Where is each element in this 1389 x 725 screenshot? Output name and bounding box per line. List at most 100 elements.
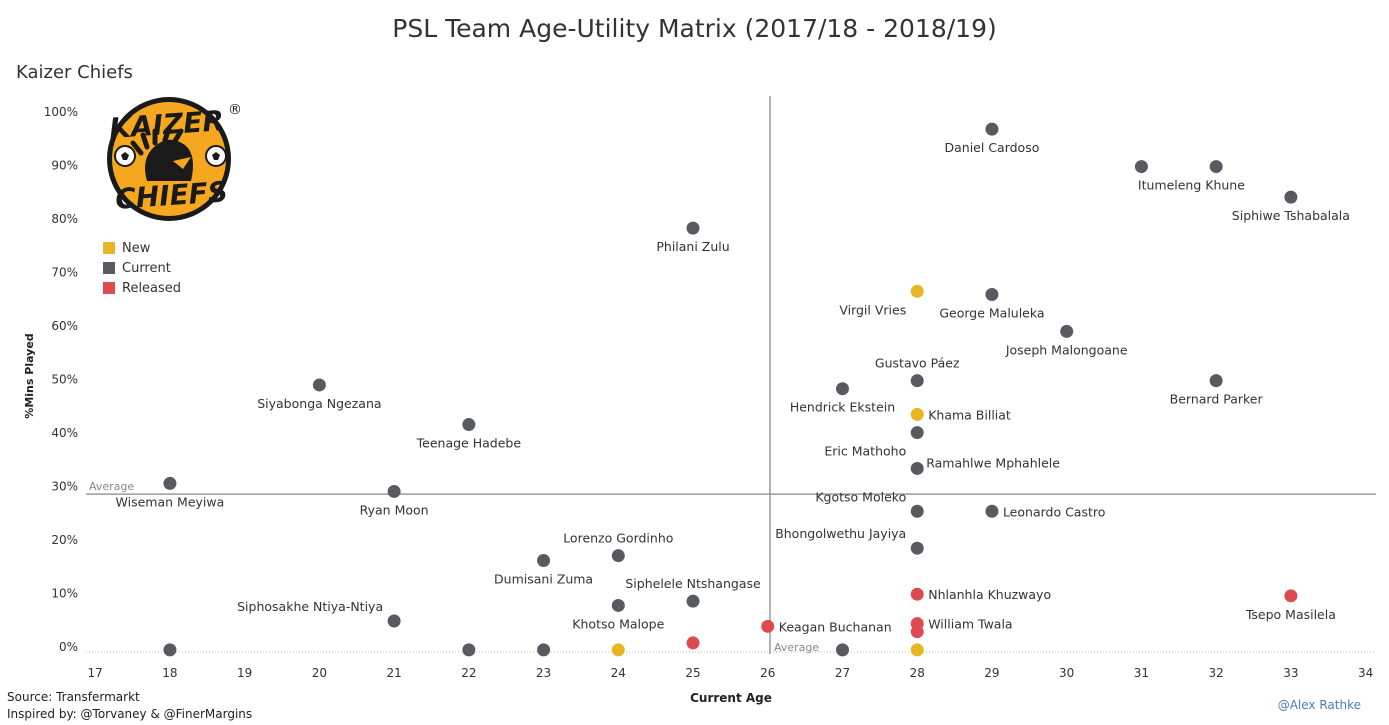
y-tick-label: 70% bbox=[51, 266, 78, 280]
player-point[interactable] bbox=[910, 407, 924, 421]
x-tick-label: 31 bbox=[1134, 666, 1149, 680]
player-point[interactable] bbox=[1209, 374, 1223, 388]
player-label: Tsepo Masilela bbox=[1245, 607, 1336, 622]
football-icon bbox=[114, 145, 136, 167]
player-label: Ramahlwe Mphahlele bbox=[926, 455, 1060, 470]
player-point[interactable] bbox=[910, 587, 924, 601]
author-credit[interactable]: @Alex Rathke bbox=[1277, 698, 1361, 712]
player-point[interactable] bbox=[910, 643, 924, 657]
player-label: Siyabonga Ngezana bbox=[257, 396, 381, 411]
player-point[interactable] bbox=[462, 643, 476, 657]
x-tick-label: 29 bbox=[984, 666, 999, 680]
x-tick-label: 27 bbox=[835, 666, 850, 680]
player-point[interactable] bbox=[910, 284, 924, 298]
player-label: Hendrick Ekstein bbox=[790, 400, 895, 415]
y-tick-label: 40% bbox=[51, 426, 78, 440]
player-label: Nhlanhla Khuzwayo bbox=[928, 587, 1051, 602]
y-tick-label: 80% bbox=[51, 212, 78, 226]
player-point[interactable] bbox=[1284, 589, 1298, 603]
player-point[interactable] bbox=[611, 549, 625, 563]
y-tick-label: 100% bbox=[44, 105, 78, 119]
player-point[interactable] bbox=[985, 122, 999, 136]
y-tick-label: 60% bbox=[51, 319, 78, 333]
player-point[interactable] bbox=[387, 614, 401, 628]
player-point[interactable] bbox=[462, 418, 476, 432]
x-tick-label: 34 bbox=[1358, 666, 1373, 680]
x-tick-label: 18 bbox=[162, 666, 177, 680]
player-point[interactable] bbox=[163, 476, 177, 490]
player-point[interactable] bbox=[537, 643, 551, 657]
x-tick-label: 22 bbox=[461, 666, 476, 680]
data-points: Daniel Cardoso Itumeleng Khune Siphiwe Tsh… bbox=[116, 122, 1350, 657]
legend-swatch-released bbox=[103, 282, 115, 294]
player-point[interactable] bbox=[985, 288, 999, 302]
player-point[interactable] bbox=[910, 541, 924, 555]
player-point[interactable] bbox=[761, 619, 775, 633]
player-point[interactable] bbox=[686, 221, 700, 235]
x-tick-label: 28 bbox=[910, 666, 925, 680]
player-label: Lorenzo Gordinho bbox=[563, 531, 673, 546]
y-tick-label: 0% bbox=[59, 640, 78, 654]
x-tick-label: 30 bbox=[1059, 666, 1074, 680]
player-point[interactable] bbox=[910, 461, 924, 475]
legend-label: Current bbox=[122, 260, 171, 276]
inspired-note: Inspired by: @Torvaney & @FinerMargins bbox=[7, 707, 253, 721]
player-point[interactable] bbox=[1209, 160, 1223, 174]
registered-mark: ® bbox=[228, 102, 242, 118]
x-tick-label: 19 bbox=[237, 666, 252, 680]
y-tick-label: 90% bbox=[51, 159, 78, 173]
kaizer-chiefs-logo: KAIZER CHIEFS ® bbox=[107, 97, 242, 221]
player-point[interactable] bbox=[910, 374, 924, 388]
y-tick-label: 20% bbox=[51, 533, 78, 547]
plot-area: Average Average 0% 10% 20% 30% 40% 50% 60% 70% 80%… bbox=[23, 96, 1376, 705]
player-label: Philani Zulu bbox=[656, 239, 729, 254]
x-tick-label: 26 bbox=[760, 666, 775, 680]
player-point[interactable] bbox=[387, 484, 401, 498]
chief-head-icon bbox=[130, 126, 193, 181]
player-point[interactable] bbox=[985, 504, 999, 518]
player-point[interactable] bbox=[910, 625, 924, 639]
y-tick-label: 10% bbox=[51, 587, 78, 601]
y-tick-label: 50% bbox=[51, 373, 78, 387]
player-label: Wiseman Meyiwa bbox=[116, 494, 225, 509]
player-label: Siphiwe Tshabalala bbox=[1232, 208, 1350, 223]
player-point[interactable] bbox=[537, 553, 551, 567]
player-label: Kgotso Moleko bbox=[815, 489, 906, 504]
player-point[interactable] bbox=[910, 504, 924, 518]
player-label: Siphosakhe Ntiya-Ntiya bbox=[237, 599, 383, 614]
chart-title: PSL Team Age-Utility Matrix (2017/18 - 2… bbox=[392, 14, 997, 43]
player-label: Ryan Moon bbox=[360, 502, 429, 517]
player-point[interactable] bbox=[1134, 160, 1148, 174]
player-point[interactable] bbox=[163, 643, 177, 657]
player-point[interactable] bbox=[1284, 190, 1298, 204]
player-point[interactable] bbox=[611, 598, 625, 612]
football-icon bbox=[205, 145, 227, 167]
player-point[interactable] bbox=[312, 378, 326, 392]
legend-swatch-current bbox=[103, 262, 115, 274]
player-point[interactable] bbox=[910, 426, 924, 440]
average-label-x: Average bbox=[774, 641, 819, 654]
player-label: Joseph Malongoane bbox=[1005, 342, 1128, 357]
y-tick-label: 30% bbox=[51, 480, 78, 494]
player-point[interactable] bbox=[835, 643, 849, 657]
average-label-y: Average bbox=[89, 480, 134, 493]
player-label: Leonardo Castro bbox=[1003, 504, 1105, 519]
source-note: Source: Transfermarkt bbox=[7, 690, 140, 704]
legend-label: Released bbox=[122, 280, 182, 296]
y-axis-title: %Mins Played bbox=[23, 333, 36, 418]
legend-swatch-new bbox=[103, 242, 115, 254]
x-tick-label: 33 bbox=[1283, 666, 1298, 680]
player-label: Itumeleng Khune bbox=[1138, 178, 1245, 193]
player-point[interactable] bbox=[1060, 324, 1074, 338]
player-label: George Maluleka bbox=[939, 306, 1044, 321]
player-label: Gustavo Páez bbox=[875, 356, 960, 371]
player-point[interactable] bbox=[835, 382, 849, 396]
player-label: Bernard Parker bbox=[1170, 392, 1264, 407]
player-label: Bhongolwethu Jayiya bbox=[775, 526, 906, 541]
x-tick-label: 32 bbox=[1209, 666, 1224, 680]
x-tick-label: 23 bbox=[536, 666, 551, 680]
player-point[interactable] bbox=[686, 636, 700, 650]
player-point[interactable] bbox=[686, 594, 700, 608]
player-point[interactable] bbox=[611, 643, 625, 657]
